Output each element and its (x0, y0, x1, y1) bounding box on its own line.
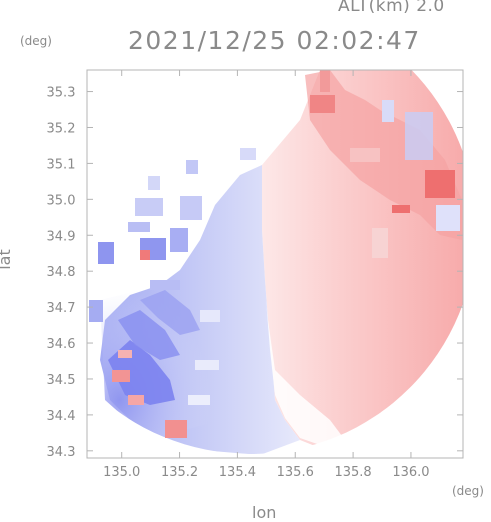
x-tick-label: 135.2 (161, 465, 198, 480)
x-axis-ticks: 135.0 135.2 135.4 135.6 135.8 136.0 (103, 70, 430, 480)
y-axis-unit: (deg) (20, 34, 52, 48)
x-axis-label: lon (252, 503, 277, 522)
y-tick-label: 34.5 (47, 373, 76, 388)
y-tick-label: 34.3 (47, 445, 76, 460)
y-tick-label: 34.8 (47, 265, 76, 280)
x-axis-unit: (deg) (452, 484, 484, 498)
y-tick-label: 35.0 (47, 193, 76, 208)
radar-echo-field (89, 70, 463, 454)
plot-frame (86, 69, 464, 459)
x-tick-label: 135.4 (219, 465, 256, 480)
x-tick-label: 135.6 (277, 465, 314, 480)
y-tick-label: 34.9 (47, 229, 76, 244)
x-tick-label: 136.0 (392, 465, 429, 480)
y-tick-label: 35.1 (47, 157, 76, 172)
y-tick-label: 34.7 (47, 301, 76, 316)
y-tick-label: 35.3 (47, 86, 76, 101)
timestamp-title: 2021/12/25 02:02:47 (128, 26, 421, 55)
y-tick-label: 34.6 (47, 337, 76, 352)
altitude-label: ALT(km) 2.0 (338, 0, 445, 16)
x-tick-label: 135.8 (334, 465, 371, 480)
y-axis-ticks: 35.3 35.2 35.1 35.0 34.9 34.8 34.7 34.6 34.5 34.4… (47, 86, 463, 460)
zero-velocity-band (262, 260, 345, 445)
x-tick-label: 135.0 (103, 465, 140, 480)
y-tick-label: 35.2 (47, 121, 76, 136)
y-tick-label: 34.4 (47, 409, 76, 424)
